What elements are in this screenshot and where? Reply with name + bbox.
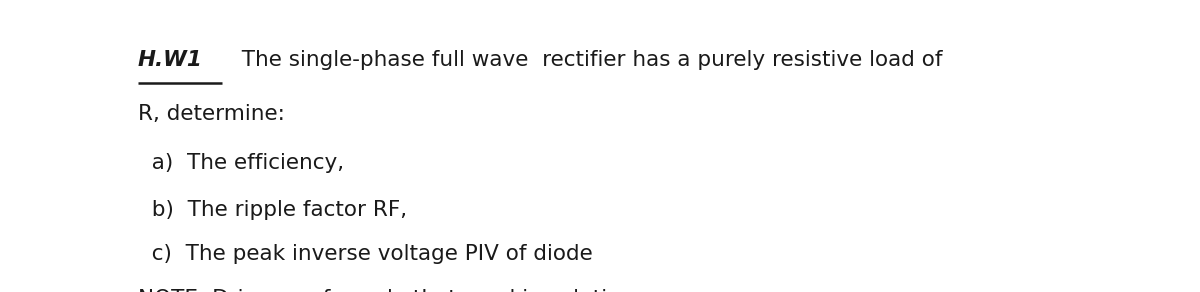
Text: H.W1: H.W1	[138, 50, 203, 69]
Text: a)  The efficiency,: a) The efficiency,	[138, 153, 344, 173]
Text: NOTE: Drive any formula that used in solution: NOTE: Drive any formula that used in sol…	[138, 289, 634, 292]
Text: The single-phase full wave  rectifier has a purely resistive load of: The single-phase full wave rectifier has…	[228, 50, 942, 69]
Text: b)  The ripple factor RF,: b) The ripple factor RF,	[138, 200, 407, 220]
Text: R, determine:: R, determine:	[138, 104, 284, 124]
Text: c)  The peak inverse voltage PIV of diode: c) The peak inverse voltage PIV of diode	[138, 244, 593, 264]
